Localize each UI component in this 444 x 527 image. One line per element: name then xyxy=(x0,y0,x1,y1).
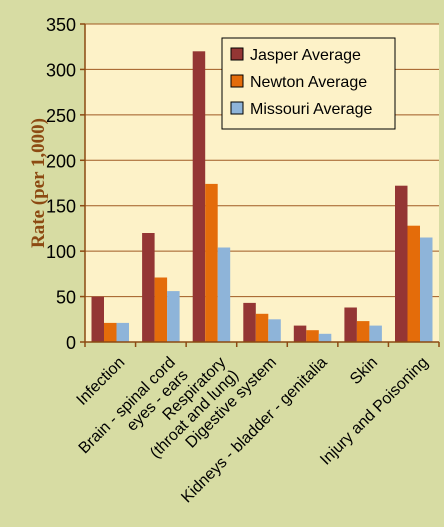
bar-jasper-average xyxy=(243,302,256,342)
y-tick-label: 50 xyxy=(56,288,76,308)
x-tick-label: Skin xyxy=(347,354,381,388)
bar-newton-average xyxy=(104,322,117,342)
legend: Jasper Average Newton Average Missouri Ave… xyxy=(221,37,396,130)
bar-missouri-average xyxy=(420,237,433,342)
x-tick-label-line: Skin xyxy=(347,354,381,388)
bar-jasper-average xyxy=(344,307,357,342)
legend-label: Jasper Average xyxy=(250,47,361,64)
bar-newton-average xyxy=(255,313,269,342)
bar-missouri-average xyxy=(268,319,281,342)
legend-box xyxy=(221,37,396,130)
y-tick-label: 350 xyxy=(46,15,76,35)
bars xyxy=(91,51,433,343)
y-tick-label: 200 xyxy=(46,151,76,171)
bar-newton-average xyxy=(205,183,218,342)
bar-missouri-average xyxy=(217,247,231,342)
bar-missouri-average xyxy=(167,291,180,342)
axes xyxy=(80,23,440,347)
bar-newton-average xyxy=(356,321,370,342)
bar-missouri-average xyxy=(318,333,332,342)
y-axis-label: Rate (per 1,000) xyxy=(28,118,49,248)
y-tick-labels: 0 50 100 150 200 250 300 350 xyxy=(46,15,76,353)
y-tick-label: 250 xyxy=(46,106,76,126)
y-tick-label: 0 xyxy=(66,333,76,353)
legend-swatch xyxy=(230,74,244,88)
bar-newton-average xyxy=(306,330,319,342)
y-tick-label: 100 xyxy=(46,242,76,262)
bar-missouri-average xyxy=(116,322,129,342)
bar-jasper-average xyxy=(395,185,408,342)
bar-newton-average xyxy=(154,277,168,342)
bar-newton-average xyxy=(407,225,420,342)
legend-label: Newton Average xyxy=(250,74,367,91)
bar-jasper-average xyxy=(91,296,104,342)
y-tick-label: 300 xyxy=(46,60,76,80)
bar-jasper-average xyxy=(192,51,206,343)
bar-jasper-average xyxy=(142,233,155,342)
legend-label: Missouri Average xyxy=(250,101,373,118)
legend-swatch xyxy=(230,101,244,115)
y-tick-label: 150 xyxy=(46,197,76,217)
legend-swatch xyxy=(230,47,244,61)
bar-jasper-average xyxy=(293,325,307,342)
bar-missouri-average xyxy=(369,325,382,342)
